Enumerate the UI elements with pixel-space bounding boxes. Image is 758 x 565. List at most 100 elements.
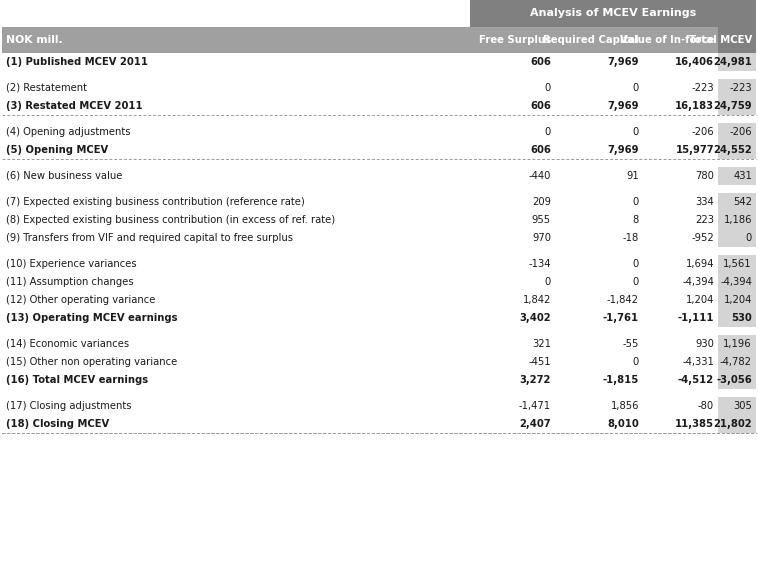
Text: 15,977: 15,977 [675, 145, 714, 155]
Text: 1,856: 1,856 [610, 401, 639, 411]
Text: (18) Closing MCEV: (18) Closing MCEV [6, 419, 109, 429]
Text: 970: 970 [532, 233, 551, 243]
Text: 1,204: 1,204 [724, 295, 752, 305]
Text: -4,782: -4,782 [720, 357, 752, 367]
Text: 21,802: 21,802 [713, 419, 752, 429]
Text: -4,331: -4,331 [682, 357, 714, 367]
Text: 0: 0 [746, 233, 752, 243]
Text: 530: 530 [731, 313, 752, 323]
Text: 606: 606 [530, 101, 551, 111]
Text: 334: 334 [695, 197, 714, 207]
Bar [2, 229, 718, 247]
Text: -80: -80 [698, 401, 714, 411]
Text: (3) Restated MCEV 2011: (3) Restated MCEV 2011 [6, 101, 143, 111]
Text: (15) Other non operating variance: (15) Other non operating variance [6, 357, 177, 367]
Text: (4) Opening adjustments: (4) Opening adjustments [6, 127, 130, 137]
Text: 16,406: 16,406 [675, 57, 714, 67]
Bar [2, 27, 756, 53]
Bar [718, 167, 756, 185]
Text: -4,394: -4,394 [682, 277, 714, 287]
Text: Required Capital: Required Capital [543, 35, 639, 45]
Text: 780: 780 [695, 171, 714, 181]
Text: -3,056: -3,056 [716, 375, 752, 385]
Text: (1) Published MCEV 2011: (1) Published MCEV 2011 [6, 57, 148, 67]
Text: -1,842: -1,842 [607, 295, 639, 305]
Text: 606: 606 [530, 57, 551, 67]
Text: -1,815: -1,815 [603, 375, 639, 385]
Text: 0: 0 [545, 83, 551, 93]
Text: 542: 542 [733, 197, 752, 207]
Text: NOK mill.: NOK mill. [6, 35, 63, 45]
Text: 0: 0 [633, 357, 639, 367]
Bar [2, 353, 718, 371]
Bar [2, 309, 718, 327]
Bar [718, 141, 756, 159]
Bar [2, 255, 718, 273]
Bar [2, 273, 718, 291]
Text: 8,010: 8,010 [607, 419, 639, 429]
Text: 1,196: 1,196 [723, 339, 752, 349]
Text: 1,842: 1,842 [522, 295, 551, 305]
Text: 3,402: 3,402 [519, 313, 551, 323]
Text: 24,552: 24,552 [713, 145, 752, 155]
Bar [718, 211, 756, 229]
Text: 209: 209 [532, 197, 551, 207]
Text: -1,761: -1,761 [603, 313, 639, 323]
Text: (6) New business value: (6) New business value [6, 171, 122, 181]
Text: (5) Opening MCEV: (5) Opening MCEV [6, 145, 108, 155]
Text: 1,204: 1,204 [686, 295, 714, 305]
Bar [2, 97, 718, 115]
Text: 223: 223 [695, 215, 714, 225]
Text: Total MCEV: Total MCEV [688, 35, 752, 45]
Text: 11,385: 11,385 [675, 419, 714, 429]
Text: 431: 431 [733, 171, 752, 181]
Text: 2,407: 2,407 [519, 419, 551, 429]
Text: 0: 0 [633, 197, 639, 207]
Bar [2, 53, 718, 71]
Bar [718, 229, 756, 247]
Text: 305: 305 [733, 401, 752, 411]
Text: 321: 321 [532, 339, 551, 349]
Text: 1,186: 1,186 [723, 215, 752, 225]
Text: -55: -55 [622, 339, 639, 349]
Bar [2, 397, 718, 415]
Text: (8) Expected existing business contribution (in excess of ref. rate): (8) Expected existing business contribut… [6, 215, 335, 225]
Text: (12) Other operating variance: (12) Other operating variance [6, 295, 155, 305]
Text: 0: 0 [633, 83, 639, 93]
Bar [2, 415, 718, 433]
Text: (14) Economic variances: (14) Economic variances [6, 339, 129, 349]
Text: -4,394: -4,394 [720, 277, 752, 287]
Text: 24,759: 24,759 [713, 101, 752, 111]
Bar [718, 97, 756, 115]
Text: Value of In-force: Value of In-force [620, 35, 714, 45]
Text: (13) Operating MCEV earnings: (13) Operating MCEV earnings [6, 313, 177, 323]
Text: (9) Transfers from VIF and required capital to free surplus: (9) Transfers from VIF and required capi… [6, 233, 293, 243]
Bar [718, 291, 756, 309]
Text: 0: 0 [633, 127, 639, 137]
Bar [2, 335, 718, 353]
Text: (10) Experience variances: (10) Experience variances [6, 259, 136, 269]
Bar [718, 79, 756, 97]
Text: 0: 0 [633, 259, 639, 269]
Bar [2, 211, 718, 229]
Bar [718, 27, 756, 53]
Text: 606: 606 [530, 145, 551, 155]
Bar [2, 79, 718, 97]
Bar [2, 193, 718, 211]
Bar [718, 193, 756, 211]
Text: (7) Expected existing business contribution (reference rate): (7) Expected existing business contribut… [6, 197, 305, 207]
Bar [718, 415, 756, 433]
Text: (16) Total MCEV earnings: (16) Total MCEV earnings [6, 375, 148, 385]
Bar [718, 53, 756, 71]
Bar [718, 371, 756, 389]
Text: -451: -451 [528, 357, 551, 367]
Bar [718, 123, 756, 141]
Text: -206: -206 [729, 127, 752, 137]
Bar [2, 141, 718, 159]
Bar [2, 123, 718, 141]
Text: -134: -134 [528, 259, 551, 269]
Bar [718, 273, 756, 291]
Text: 3,272: 3,272 [520, 375, 551, 385]
Text: 1,694: 1,694 [685, 259, 714, 269]
Text: -206: -206 [691, 127, 714, 137]
